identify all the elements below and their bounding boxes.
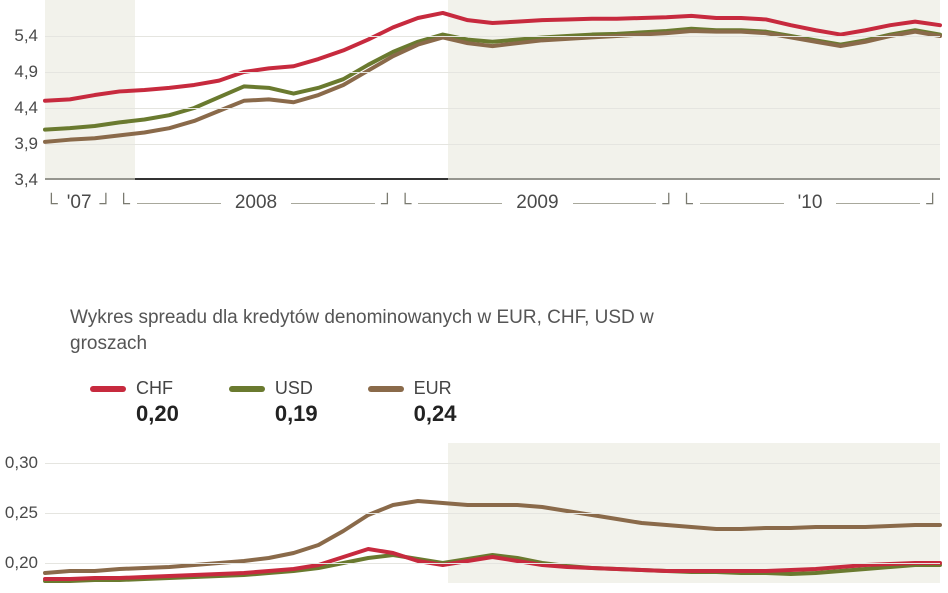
gridline [45,108,940,109]
bottom-chart-title: Wykres spreadu dla kredytów denominowany… [70,305,710,356]
legend-value: 0,19 [275,401,318,427]
x-year-label: '07 [59,192,100,214]
x-dash [291,203,375,204]
y-tick-label: 0,25 [0,503,38,523]
gridline [45,563,940,564]
x-bracket-left: └ [117,193,131,214]
x-year-label: 2008 [227,192,285,214]
x-bracket-left: └ [399,193,413,214]
x-dash [573,203,657,204]
x-bracket-right: ┘ [100,193,114,214]
legend-item-chf: CHF0,20 [90,378,179,427]
y-tick-label: 3,9 [0,134,38,154]
series-usd [45,29,940,130]
series-chf [45,13,940,101]
bottom-line-chart: 0,20 0,25 0,30 [0,443,948,583]
y-tick-label: 5,4 [0,26,38,46]
legend-item-eur: EUR0,24 [368,378,457,427]
x-bracket-left: └ [680,193,694,214]
y-tick-label: 4,4 [0,98,38,118]
gridline [45,463,940,464]
gridline [45,72,940,73]
legend-swatch [368,386,404,392]
x-year-label: 2009 [508,192,566,214]
legend-name: EUR [414,378,452,399]
x-dash [418,203,502,204]
x-year-label: '10 [790,192,831,214]
top-x-axis: └'07┘└2008┘└2009┘└'10┘ [45,188,940,218]
x-dash [836,203,920,204]
legend-item-usd: USD0,19 [229,378,318,427]
legend: CHF0,20 USD0,19 EUR0,24 [90,378,948,427]
gridline [45,144,940,145]
legend-name: USD [275,378,313,399]
x-dash [137,203,221,204]
gridline [45,36,940,37]
y-tick-label: 3,4 [0,170,38,190]
bottom-section: Wykres spreadu dla kredytów denominowany… [0,305,948,583]
x-bracket-left: └ [45,193,59,214]
top-line-chart: └'07┘└2008┘└2009┘└'10┘ 3,43,94,44,95,4 [0,0,948,245]
legend-name: CHF [136,378,173,399]
top-lines-svg [45,0,940,180]
x-bracket-right: ┘ [381,193,395,214]
y-tick-label: 0,20 [0,553,38,573]
legend-value: 0,20 [136,401,179,427]
x-dash [700,203,784,204]
y-tick-label: 0,30 [0,453,38,473]
y-tick-label: 4,9 [0,62,38,82]
legend-swatch [229,386,265,392]
legend-value: 0,24 [414,401,457,427]
x-bracket-right: ┘ [662,193,676,214]
gridline [45,513,940,514]
x-bracket-right: ┘ [926,193,940,214]
legend-swatch [90,386,126,392]
